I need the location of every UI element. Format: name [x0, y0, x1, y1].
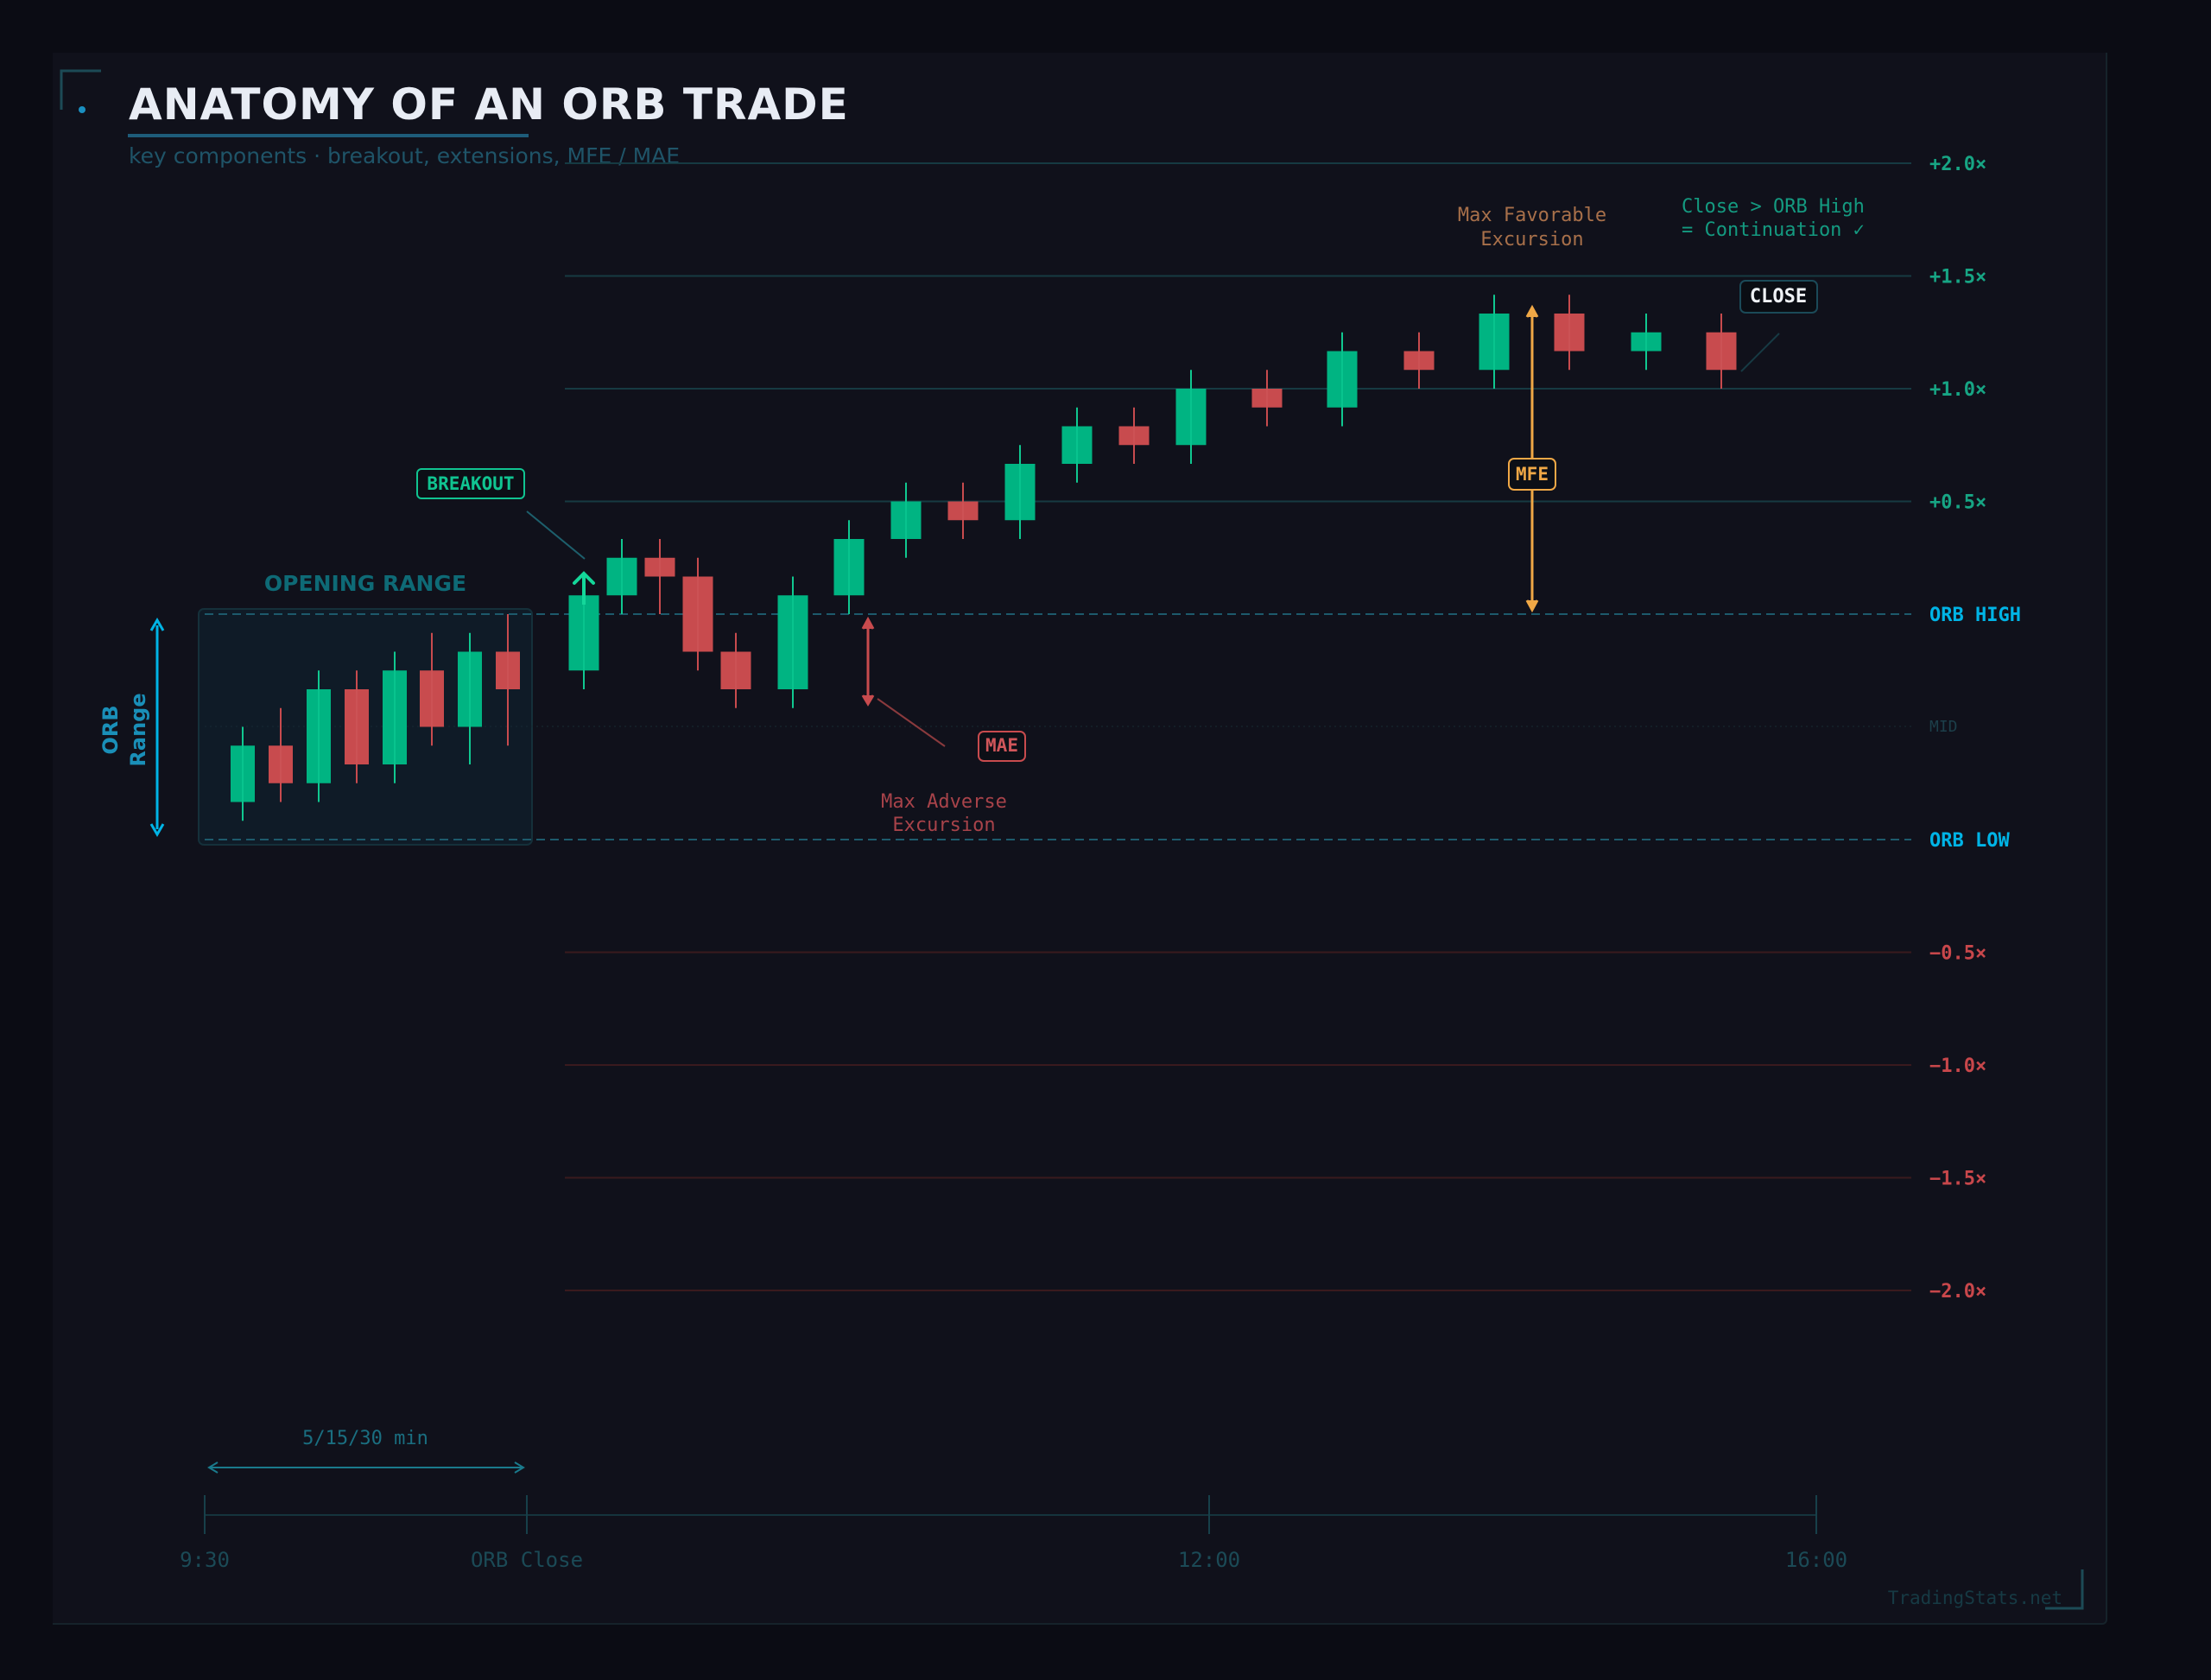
orb-range-label-1: ORB: [98, 705, 123, 754]
extension-label: −1.0×: [1929, 1056, 1986, 1077]
mae-desc-2: Excursion: [892, 815, 995, 836]
bullish-candle: [1479, 295, 1510, 389]
bearish-candle: [1251, 370, 1283, 427]
time-axis-ticks: 9:30 ORB Close 12:00 16:00: [180, 1495, 1847, 1572]
bearish-candle: [1118, 407, 1150, 464]
bearish-candle: [420, 632, 444, 746]
extension-label: +1.5×: [1929, 267, 1986, 288]
bullish-candle: [1175, 370, 1207, 464]
bullish-candle: [890, 482, 922, 558]
time-tick-label: 16:00: [1785, 1548, 1847, 1572]
bearish-candle: [644, 539, 675, 614]
mae-desc-1: Max Adverse: [881, 791, 1007, 813]
mfe-badge: [1508, 458, 1556, 491]
bearish-candle: [496, 614, 520, 746]
duration-label: 5/15/30 min: [302, 1428, 428, 1449]
bearish-candle: [682, 557, 713, 671]
title-underline: [128, 134, 529, 137]
mae-leader-line: [877, 698, 946, 747]
bullish-candle: [1004, 445, 1036, 539]
bearish-candle: [1403, 332, 1435, 389]
breakout-leader-line: [526, 510, 586, 560]
page-title: ANATOMY OF AN ORB TRADE: [129, 79, 849, 130]
bullish-candle: [458, 632, 482, 764]
mfe-desc-2: Excursion: [1480, 229, 1583, 250]
bullish-candle: [307, 670, 331, 802]
bullish-candle: [777, 576, 808, 708]
close-label: CLOSE: [1750, 286, 1807, 307]
bearish-candle: [1706, 314, 1737, 389]
continuation-line-1: Close > ORB High: [1682, 196, 1865, 218]
close-leader-line: [1740, 333, 1780, 372]
corner-bracket-br-icon: [2045, 1569, 2084, 1610]
bearish-candle: [269, 707, 293, 802]
orb-range-label-2: Range: [126, 693, 150, 766]
corner-bracket-icon: [60, 69, 101, 113]
breakout-arrow-icon: [573, 571, 595, 605]
extension-label: +0.5×: [1929, 492, 1986, 514]
mae-label: MAE: [985, 735, 1018, 756]
bullish-candle: [606, 539, 637, 614]
extension-label: +2.0×: [1929, 154, 1986, 175]
bearish-candle: [947, 482, 979, 539]
mfe-desc-1: Max Favorable: [1458, 205, 1606, 226]
bullish-candle: [383, 651, 407, 783]
extension-label: −0.5×: [1929, 943, 1986, 965]
mae-arrow-icon: [861, 616, 875, 707]
orb-range-arrow-icon: [149, 618, 165, 837]
orb-high-label: ORB HIGH: [1929, 605, 2021, 626]
bullish-candle: [568, 595, 599, 689]
extension-levels: +2.0× +1.5× +1.0× +0.5× −0.5× −1.0× −1.5× −2.0×: [565, 154, 1986, 1303]
extension-label: −2.0×: [1929, 1281, 1986, 1303]
bullish-candle: [1631, 314, 1662, 371]
opening-range-label: OPENING RANGE: [264, 571, 466, 596]
candles: [231, 295, 1737, 821]
bullish-candle: [833, 520, 865, 614]
breakout-badge: [416, 468, 525, 499]
close-badge: [1739, 280, 1818, 314]
mfe-label: MFE: [1516, 464, 1549, 485]
time-tick-label: 12:00: [1178, 1548, 1240, 1572]
breakout-label: BREAKOUT: [427, 473, 514, 494]
time-tick-label: ORB Close: [471, 1548, 583, 1572]
mid-label: MID: [1929, 718, 1958, 736]
duration-arrow-icon: [207, 1461, 525, 1474]
extension-label: +1.0×: [1929, 379, 1986, 401]
bullish-candle: [1327, 332, 1358, 427]
continuation-line-2: = Continuation ✓: [1682, 219, 1865, 241]
bullish-candle: [231, 726, 255, 821]
page-subtitle: key components · breakout, extensions, M…: [129, 143, 681, 168]
mae-badge: [978, 731, 1026, 762]
bearish-candle: [345, 670, 369, 783]
bearish-candle: [720, 632, 751, 708]
time-tick-label: 9:30: [180, 1548, 230, 1572]
orb-low-label: ORB LOW: [1929, 830, 2010, 852]
watermark: TradingStats.net: [1888, 1588, 2062, 1608]
bullish-candle: [1061, 407, 1093, 483]
bearish-candle: [1554, 295, 1585, 371]
extension-label: −1.5×: [1929, 1169, 1986, 1190]
